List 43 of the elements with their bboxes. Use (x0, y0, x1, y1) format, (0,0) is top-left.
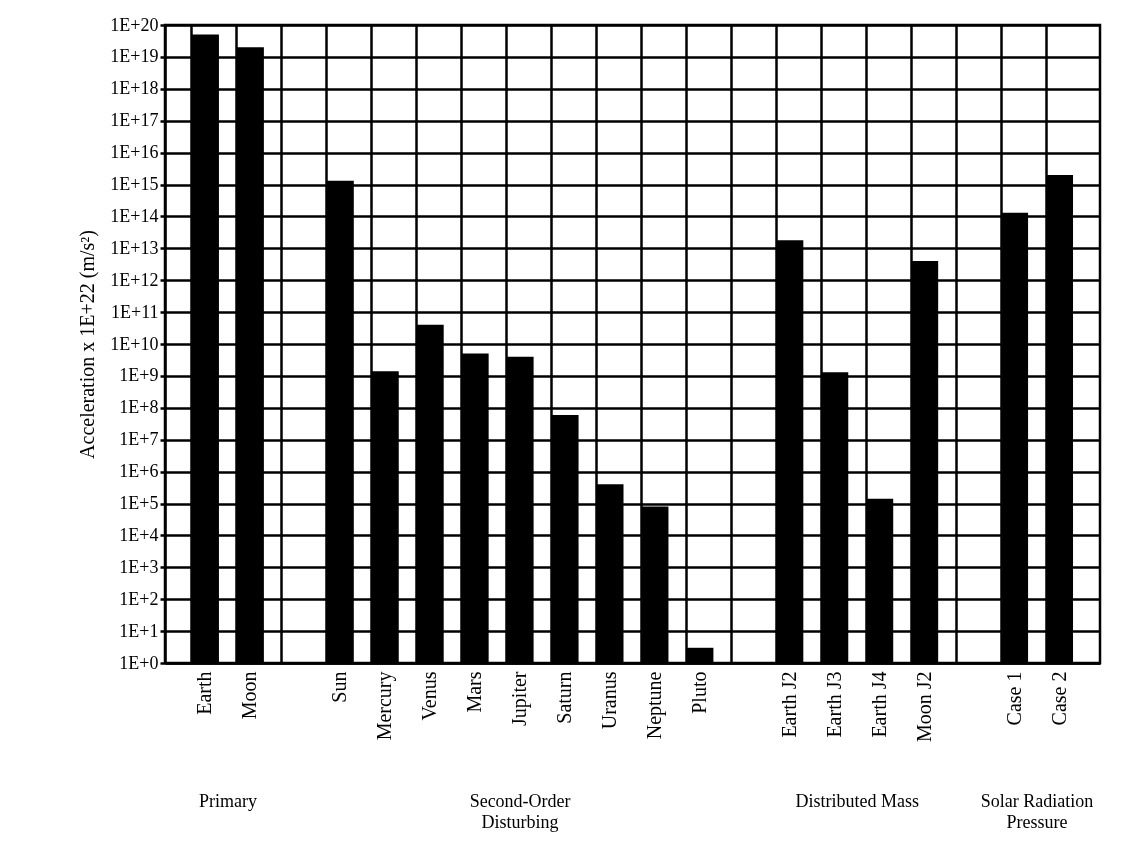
x-tick-label: Mercury (373, 671, 397, 741)
y-tick-label: 1E+12 (110, 269, 159, 290)
x-tick-label: Case 2 (1047, 671, 1070, 726)
x-tick-label: Earth J3 (822, 671, 845, 738)
y-tick-label: 1E+1 (119, 620, 159, 641)
y-tick-label: 1E+16 (110, 142, 159, 163)
y-axis-title: Acceleration x 1E+22 (m/s²) (76, 230, 100, 459)
y-tick-label: 1E+14 (110, 205, 159, 226)
x-tick-label: Sun (328, 671, 351, 703)
y-tick-label: 1E+0 (119, 652, 159, 673)
text: Primary (197, 791, 258, 812)
x-tick-label: Case 1 (1002, 671, 1025, 726)
x-tick-label: Saturn (553, 671, 576, 724)
text: Distributed Mass (794, 791, 920, 812)
y-tick-label: 1E+11 (111, 301, 159, 322)
x-tick-label: Moon J2 (912, 671, 935, 743)
y-tick-label: 1E+9 (119, 365, 159, 386)
x-tick-label: Neptune (642, 671, 666, 740)
y-tick-label: 1E+10 (110, 333, 159, 354)
x-tick-label: Uranus (598, 671, 621, 730)
y-tick-label: 1E+4 (119, 524, 159, 545)
x-tick-label: Earth J2 (777, 671, 800, 738)
x-tick-label: Earth (193, 671, 216, 715)
x-tick-label: Moon (238, 671, 261, 720)
y-tick-label: 1E+7 (119, 429, 159, 450)
y-tick-label: 1E+13 (110, 237, 159, 258)
y-tick-label: 1E+18 (110, 78, 159, 99)
y-tick-label: 1E+20 (110, 14, 159, 35)
x-tick-label: Jupiter (508, 671, 532, 726)
y-tick-label: 1E+2 (119, 588, 159, 609)
x-tick-label: Earth J4 (867, 671, 890, 738)
y-tick-label: 1E+8 (119, 397, 159, 418)
y-tick-label: 1E+17 (110, 110, 159, 131)
x-tick-label: Mars (463, 671, 486, 713)
x-tick-label: Pluto (687, 671, 710, 714)
x-tick-label: Venus (418, 671, 441, 721)
y-tick-label: 1E+3 (119, 556, 159, 577)
text: Solar Radiation Pressure (979, 791, 1095, 833)
y-tick-label: 1E+19 (110, 46, 159, 67)
y-tick-label: 1E+6 (119, 461, 159, 482)
text: Second-Order Disturbing (468, 791, 572, 833)
y-tick-label: 1E+15 (110, 174, 159, 194)
y-tick-label: 1E+5 (119, 493, 159, 513)
